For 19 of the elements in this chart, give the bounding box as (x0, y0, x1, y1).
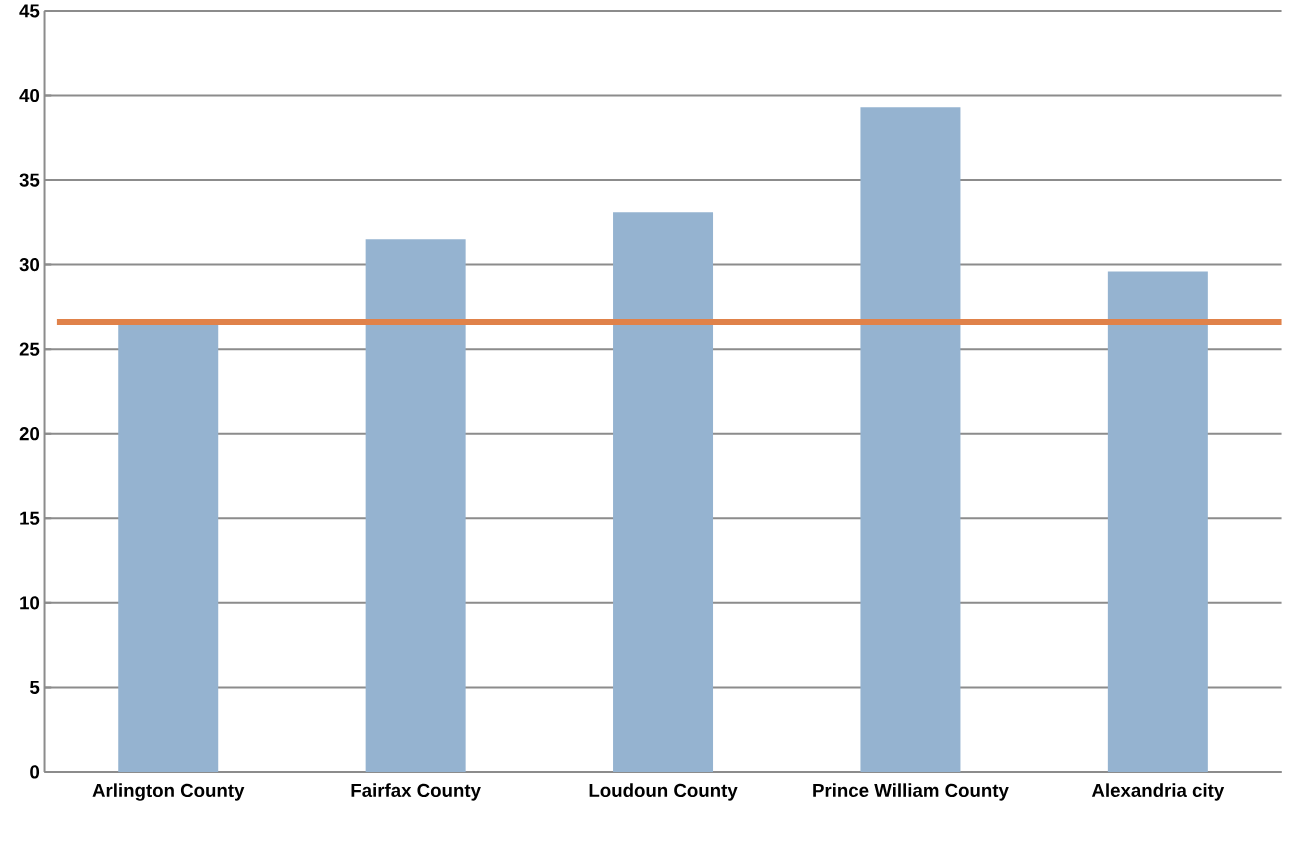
y-tick-label: 25 (19, 342, 40, 356)
y-tick-label: 10 (20, 596, 40, 610)
x-tick-label: Fairfax County (351, 783, 481, 801)
y-tick-label: 0 (30, 765, 40, 779)
y-tick-label: 15 (20, 511, 40, 525)
y-tick-label: 35 (19, 173, 40, 187)
y-tick-label: 5 (30, 680, 40, 694)
bar (365, 239, 466, 772)
bar (1107, 271, 1208, 772)
bar (860, 107, 961, 772)
y-tick-label: 40 (19, 88, 40, 102)
y-tick-label: 30 (19, 257, 40, 272)
x-tick-label: Prince William County (813, 783, 1009, 801)
x-tick-label: Arlington County (92, 783, 245, 801)
x-tick-label: Alexandria city (1091, 783, 1225, 801)
x-tick-label: Loudoun County (589, 783, 738, 801)
bar (613, 212, 714, 772)
y-tick-label: 20 (19, 426, 40, 441)
y-tick-label: 45 (19, 4, 40, 18)
